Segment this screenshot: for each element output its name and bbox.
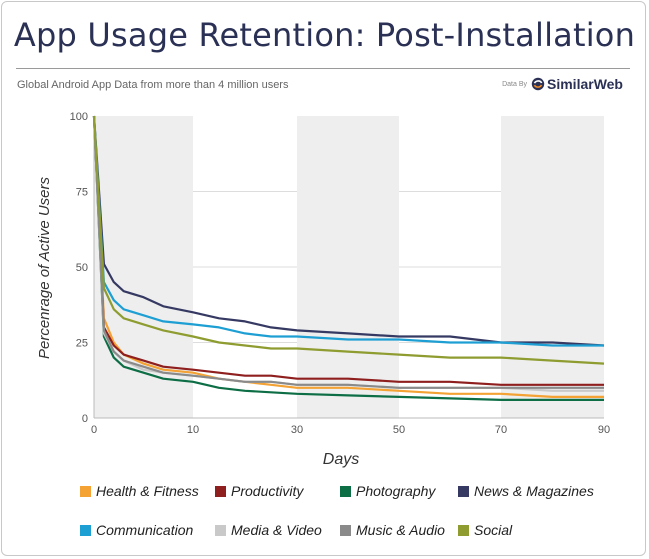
page-title: App Usage Retention: Post-Installation [13,16,636,54]
x-tick-label: 0 [91,424,97,436]
legend-item-news-magazines: News & Magazines [458,483,594,499]
grid-band [501,116,604,418]
series-line-communication [92,115,604,347]
legend-label: Health & Fitness [96,483,199,499]
legend-label: Communication [96,522,194,538]
legend-swatch [458,485,469,497]
legend-item-media-video: Media & Video [215,522,322,538]
legend-item-communication: Communication [80,522,193,538]
legend-swatch [215,524,226,536]
x-tick-label: 70 [495,424,507,436]
x-tick-label: 90 [598,424,610,436]
legend-item-health-fitness: Health & Fitness [80,483,199,499]
y-tick-label: 75 [76,187,88,199]
legend-label: Media & Video [231,522,322,538]
legend-swatch [80,485,91,497]
y-tick-label: 100 [70,111,88,123]
grid-band [297,116,399,418]
y-tick-label: 0 [82,413,88,425]
x-tick-label: 30 [291,424,303,436]
series-line-music-audio [92,115,604,389]
legend-swatch [80,524,91,536]
legend-item-social: Social [458,522,512,538]
brand-badge: Data By SimilarWeb [502,76,623,92]
legend-label: Productivity [231,483,304,499]
legend-item-music-audio: Music & Audio [340,522,445,538]
y-axis-title: Percenrage of Active Users [36,176,53,359]
legend-swatch [340,524,351,536]
legend-swatch [340,485,351,497]
y-tick-label: 50 [76,262,88,274]
retention-line-chart: 0 25 50 75 100 0 10 30 50 70 90 Days Percenrage of A… [36,111,610,468]
legend-label: Music & Audio [356,522,445,538]
brand-name: SimilarWeb [547,76,623,92]
legend-label: Social [474,522,513,538]
legend-item-photography: Photography [340,483,435,499]
similarweb-logo-icon [531,77,545,91]
chart-subtitle: Global Android App Data from more than 4… [17,79,289,91]
series-line-photography [92,115,604,401]
series-line-productivity [92,115,604,386]
x-axis-title: Days [323,451,359,468]
legend-label: News & Magazines [474,483,594,499]
series-line-news-magazines [92,115,605,347]
title-divider [16,68,630,69]
legend-swatch [458,524,469,536]
series-line-social [92,115,605,365]
legend-label: Photography [356,483,436,499]
legend-swatch [215,485,226,497]
x-tick-label: 50 [393,424,405,436]
x-tick-label: 10 [187,424,199,436]
brand-prefix: Data By [502,80,527,88]
y-tick-label: 25 [76,338,88,350]
legend-item-productivity: Productivity [215,483,303,499]
